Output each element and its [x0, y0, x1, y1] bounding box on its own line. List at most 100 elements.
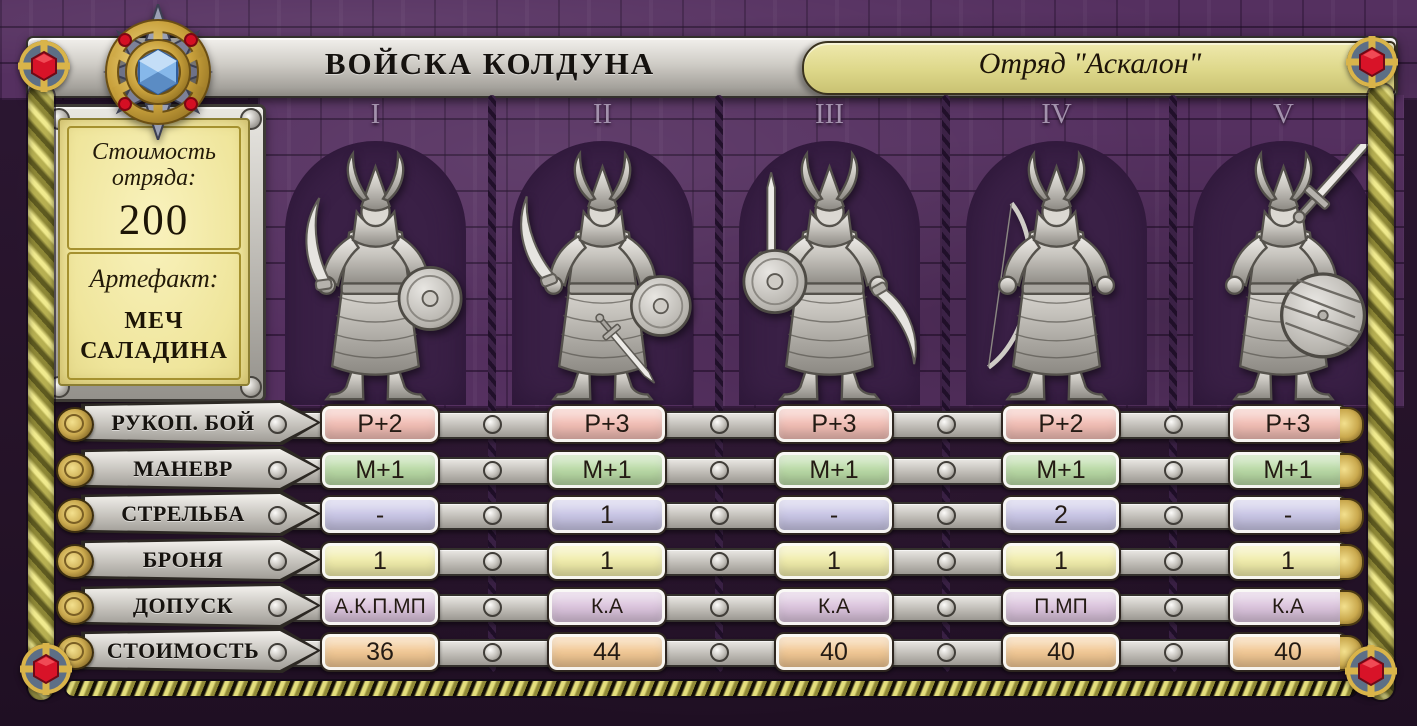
row-end-ornament-icon: [1340, 590, 1364, 626]
rivet-icon: [710, 552, 729, 571]
rivet-icon: [268, 415, 287, 434]
stat-cell: 1: [774, 541, 894, 581]
unit-slot-4[interactable]: IV: [943, 95, 1170, 405]
squad-cost-box: Стоимость отряда: 200: [67, 126, 241, 250]
stat-cell: Р+3: [547, 404, 667, 444]
unit-numeral: III: [815, 98, 844, 130]
row-rosette-icon: [56, 498, 94, 533]
squad-title: Отряд "Аскалон": [978, 47, 1202, 80]
stat-cell: М+1: [774, 450, 894, 490]
stat-cell: М+1: [320, 450, 440, 490]
unit-figure-miniature: [507, 152, 692, 401]
column-rope-divider: [942, 95, 950, 672]
rivet-icon: [710, 506, 729, 525]
rivet-icon: [937, 643, 956, 662]
row-label: РУКОП. БОЙ: [111, 410, 255, 435]
unit-slot-3[interactable]: III: [716, 95, 943, 405]
row-end-ornament-icon: [1340, 498, 1364, 534]
row-end-ornament-icon: [1340, 544, 1364, 580]
squad-cost-value: 200: [118, 197, 190, 244]
rivet-icon: [710, 598, 729, 617]
column-rope-divider: [1169, 95, 1177, 672]
rivet-icon: [937, 598, 956, 617]
rivet-icon: [268, 506, 287, 525]
stat-cell: А.К.П.МП: [320, 587, 440, 627]
unit-slot-5[interactable]: V: [1170, 95, 1397, 405]
row-rosette-icon: [56, 407, 94, 442]
rivet-icon: [1164, 415, 1183, 434]
rivet-icon: [937, 415, 956, 434]
unit-figure-miniature: [742, 152, 932, 401]
stat-cell: М+1: [1228, 450, 1348, 490]
rivet-icon: [1164, 552, 1183, 571]
unit-slot-2[interactable]: II: [489, 95, 716, 405]
stat-cell: -: [774, 495, 894, 535]
stats-row-allowance: ДОПУСК А.К.П.МП К.А К.А П.МП К.А: [0, 583, 1417, 628]
rivet-icon: [483, 552, 502, 571]
stat-cell: 40: [774, 632, 894, 672]
rivet-icon: [1164, 598, 1183, 617]
unit-figure-miniature: [298, 152, 463, 401]
stat-cell: 1: [1228, 541, 1348, 581]
stats-row-melee: РУКОП. БОЙ Р+2 Р+3 Р+3 Р+2 Р+3: [0, 400, 1417, 445]
unit-numeral: V: [1273, 98, 1294, 130]
stat-cell: 44: [547, 632, 667, 672]
rivet-icon: [268, 461, 287, 480]
squad-cost-label: Стоимость отряда:: [92, 139, 216, 191]
row-end-ornament-icon: [1340, 453, 1364, 489]
row-label-plate: БРОНЯ: [85, 540, 317, 579]
corner-gem-icon: [17, 39, 71, 93]
header-parchment-banner: [802, 41, 1396, 95]
stat-cell: Р+3: [774, 404, 894, 444]
artifact-box: Артефакт: МЕЧ САЛАДИНА: [67, 252, 241, 380]
stat-cell: 1: [320, 541, 440, 581]
row-end-ornament-icon: [1340, 407, 1364, 443]
corner-gem-icon: [1345, 35, 1399, 89]
rivet-icon: [1164, 506, 1183, 525]
row-rosette-icon: [56, 453, 94, 488]
stat-cell: М+1: [547, 450, 667, 490]
row-label: СТРЕЛЬБА: [121, 501, 245, 526]
unit-figure-miniature: [953, 152, 1116, 401]
stat-cell: Р+3: [1228, 404, 1348, 444]
stat-cell: 40: [1001, 632, 1121, 672]
row-label: БРОНЯ: [142, 547, 224, 572]
rivet-icon: [710, 461, 729, 480]
rivet-icon: [937, 552, 956, 571]
rivet-icon: [710, 643, 729, 662]
rivet-icon: [483, 643, 502, 662]
stat-cell: Р+2: [320, 404, 440, 444]
corner-gem-icon: [19, 642, 73, 696]
corner-gem-icon: [1344, 644, 1398, 698]
stat-cell: П.МП: [1001, 587, 1121, 627]
row-label: ДОПУСК: [132, 593, 234, 618]
stat-cell: 36: [320, 632, 440, 672]
stat-cell: 1: [547, 495, 667, 535]
stat-cell: К.А: [774, 587, 894, 627]
right-rope-border: [1368, 84, 1394, 700]
bottom-rope-border: [66, 681, 1356, 696]
parchment-scroll: Стоимость отряда: 200 Артефакт: МЕЧ САЛА…: [58, 118, 250, 386]
stat-cell: 2: [1001, 495, 1121, 535]
rivet-icon: [937, 506, 956, 525]
stat-cell: К.А: [547, 587, 667, 627]
stat-cell: К.А: [1228, 587, 1348, 627]
unit-slot-1[interactable]: I: [262, 95, 489, 405]
stats-row-shooting: СТРЕЛЬБА - 1 - 2 -: [0, 491, 1417, 536]
stat-cell: 1: [547, 541, 667, 581]
stats-row-cost: СТОИМОСТЬ 36 44 40 40 40: [0, 628, 1417, 673]
row-label: СТОИМОСТЬ: [106, 638, 260, 663]
row-rosette-icon: [56, 544, 94, 579]
unit-numeral: IV: [1041, 98, 1072, 130]
rivet-icon: [483, 506, 502, 525]
squad-info-panel: Стоимость отряда: 200 Артефакт: МЕЧ САЛА…: [44, 104, 266, 402]
stat-cell: -: [320, 495, 440, 535]
magic-wheel-emblem-icon: [102, 4, 214, 140]
rivet-icon: [483, 598, 502, 617]
stat-cell: Р+2: [1001, 404, 1121, 444]
artifact-value: МЕЧ САЛАДИНА: [80, 308, 228, 364]
column-rope-divider: [488, 95, 496, 672]
rivet-icon: [710, 415, 729, 434]
stats-row-armor: БРОНЯ 1 1 1 1 1: [0, 537, 1417, 582]
